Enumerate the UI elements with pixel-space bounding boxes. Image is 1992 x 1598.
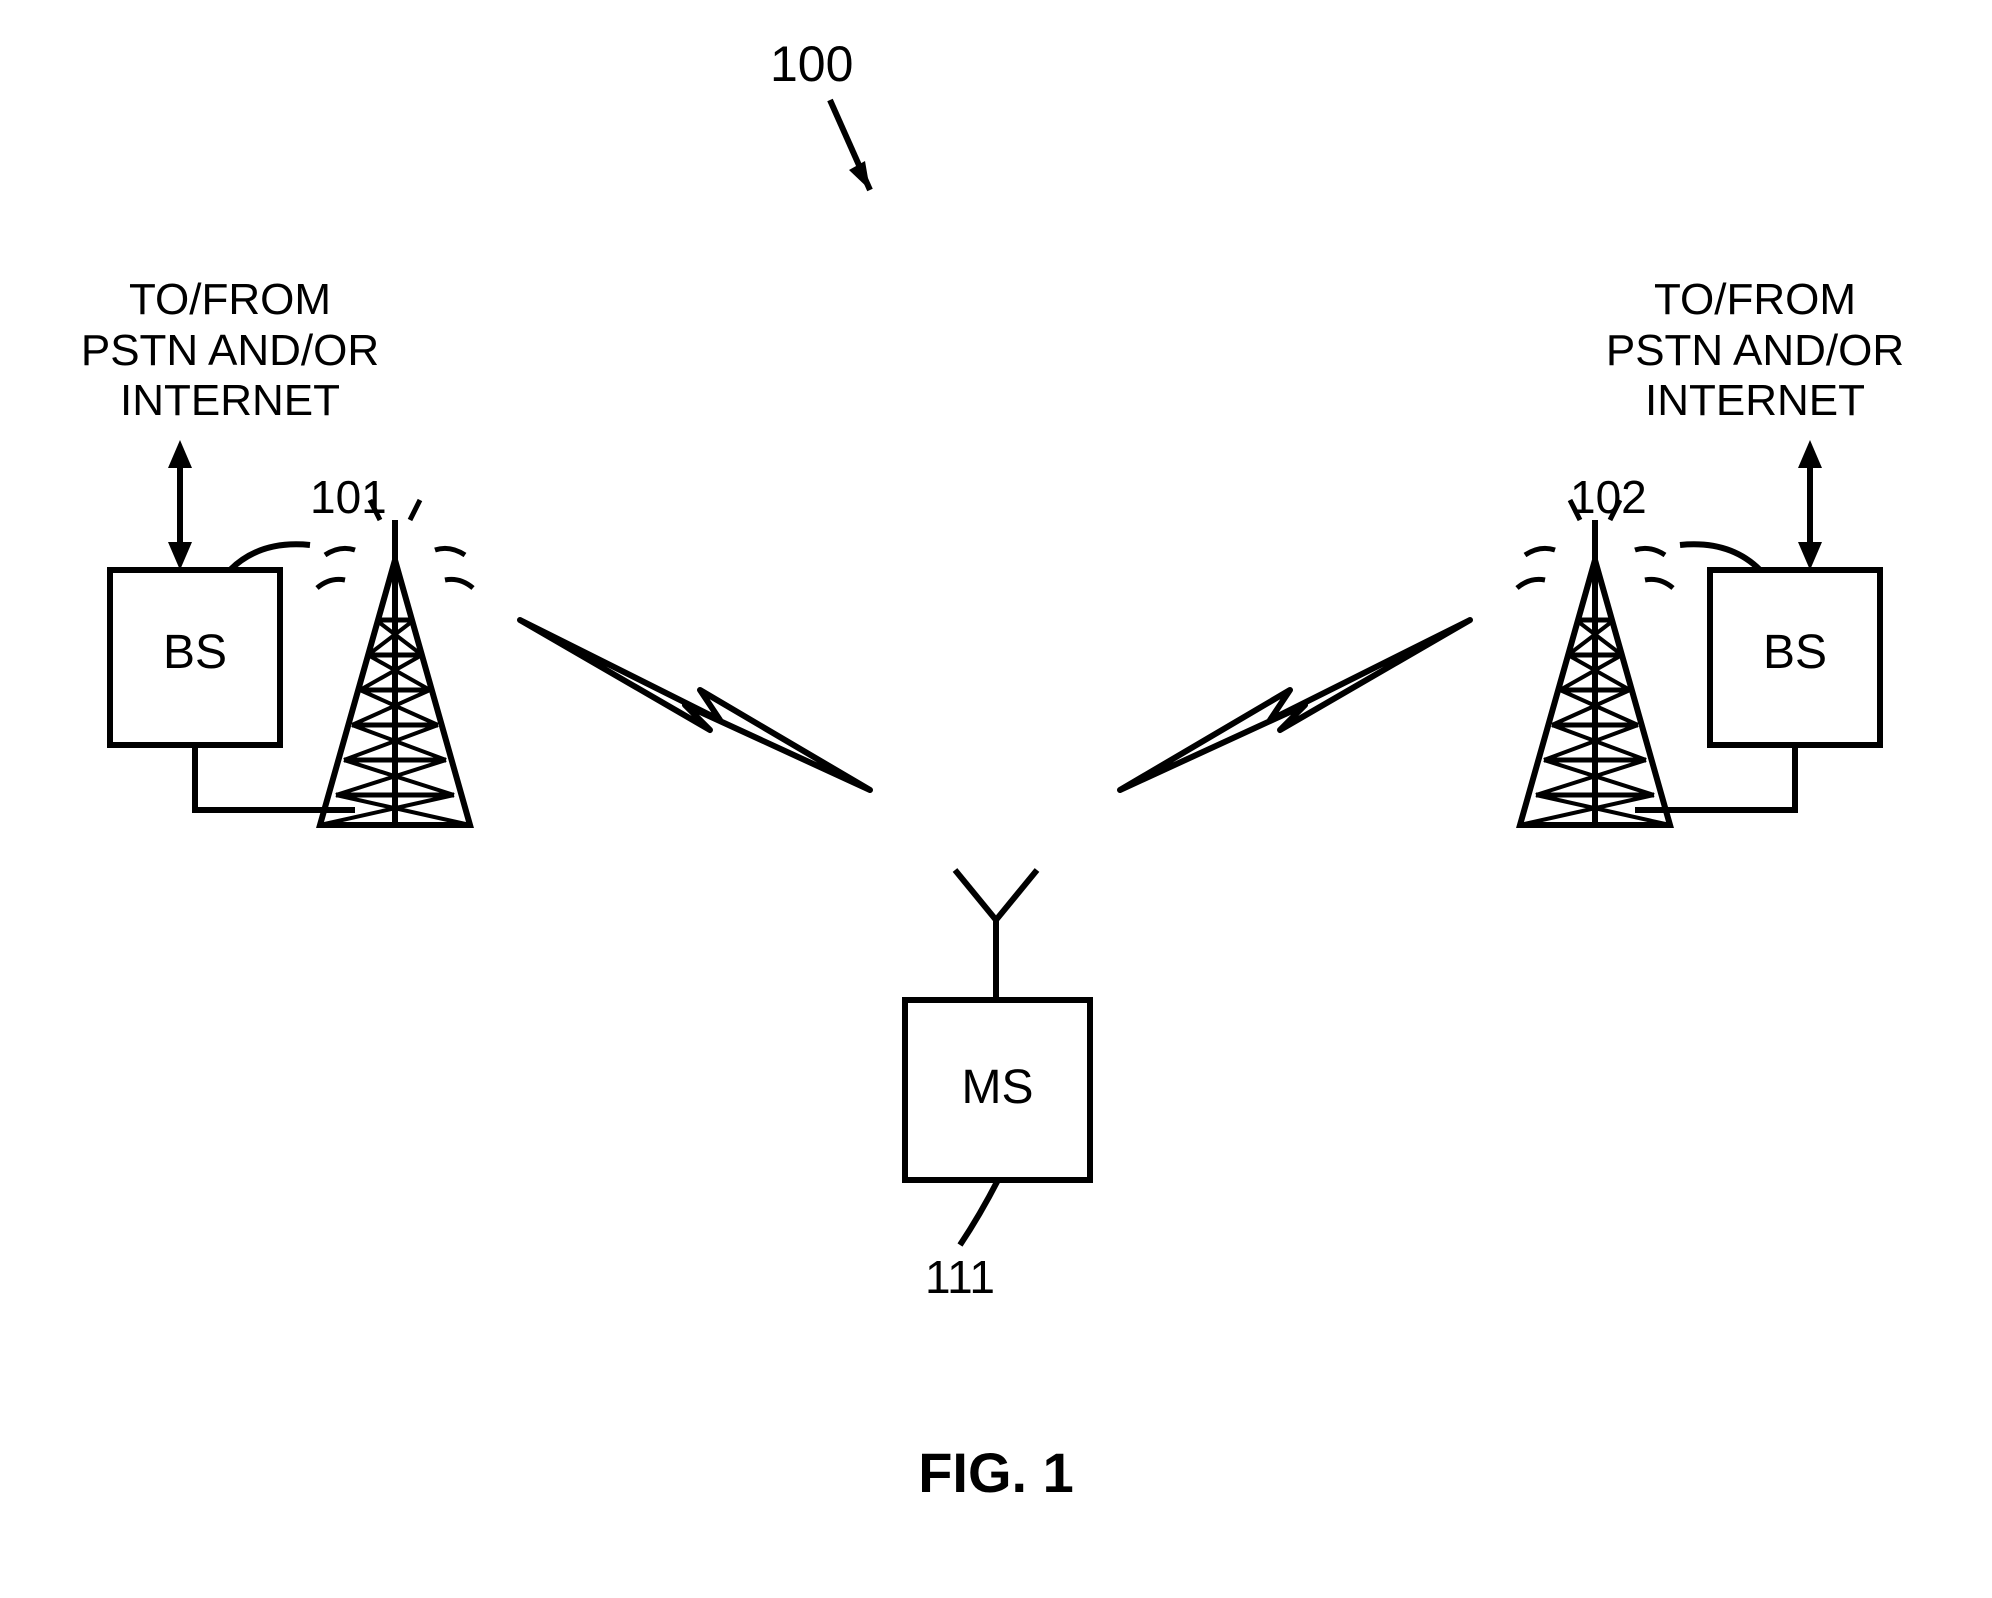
ms-ref-label: 111 [925,1250,995,1304]
figure-caption: FIG. 1 [0,1440,1992,1505]
ms-group [0,0,1992,1598]
figure-canvas: 100 TO/FROM PSTN AND/OR INTERNET TO/FROM… [0,0,1992,1598]
ms-box-label: MS [905,1060,1090,1115]
